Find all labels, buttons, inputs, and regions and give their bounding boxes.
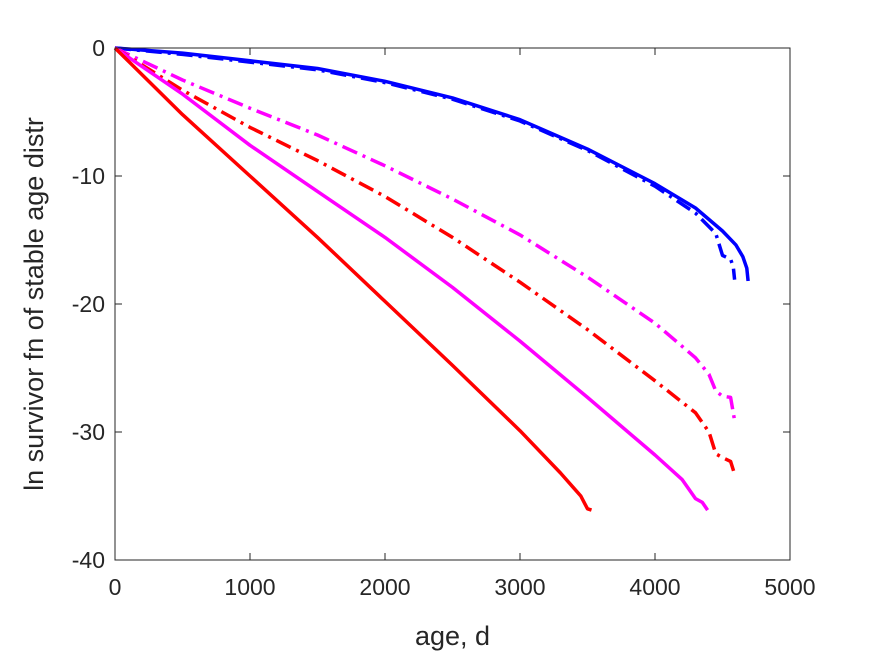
y-tick-label: -30 [72,419,105,445]
y-tick-label: -20 [72,291,105,317]
series-layer [113,46,750,512]
series-line-2 [114,46,737,280]
y-axis-title: ln survivor fn of stable age distr [19,117,49,491]
series-line-5 [114,46,710,512]
series-line-6 [113,46,593,512]
x-tick-label: 0 [109,574,122,600]
y-tick-label: 0 [92,35,105,61]
x-tick-label: 3000 [494,574,545,600]
series-line-3 [114,46,737,421]
x-tick-label: 2000 [359,574,410,600]
y-tick-label: -10 [72,163,105,189]
x-axis-title: age, d [415,621,490,651]
x-tick-label: 1000 [224,574,275,600]
x-tick-label: 5000 [764,574,815,600]
series-line-4 [114,46,737,475]
y-tick-label: -40 [72,547,105,573]
axis-ticks: 0 1000 2000 3000 4000 5000 0 -10 -20 -30 -40 [72,35,816,600]
x-tick-label: 4000 [629,574,680,600]
